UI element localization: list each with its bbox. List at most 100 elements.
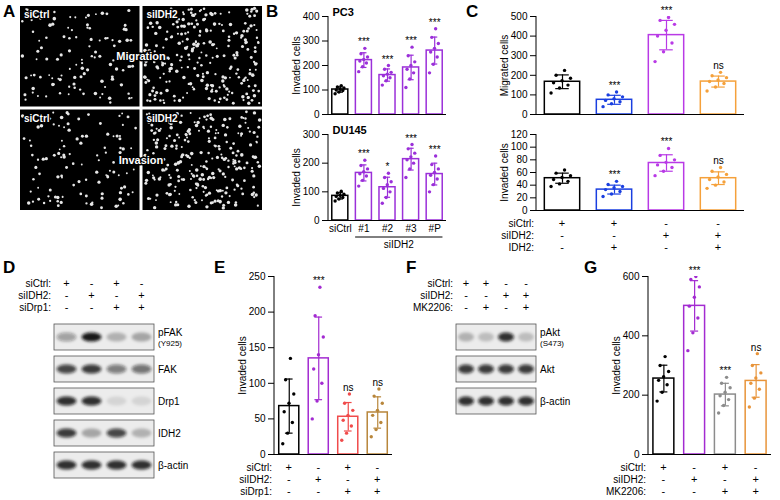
svg-text:50: 50 (254, 413, 266, 424)
svg-text:+: + (286, 461, 292, 473)
svg-text:200: 200 (303, 157, 320, 168)
svg-text:200: 200 (623, 389, 640, 400)
svg-text:Migration: Migration (116, 50, 166, 62)
svg-text:+: + (113, 301, 119, 313)
svg-text:-: - (346, 473, 350, 485)
svg-text:+: + (691, 473, 697, 485)
svg-text:-: - (140, 277, 144, 289)
svg-text:+: + (663, 229, 669, 241)
svg-text:siIDH2: siIDH2 (147, 9, 179, 20)
svg-text:+: + (113, 277, 119, 289)
svg-text:+: + (138, 289, 144, 301)
svg-text:(S473): (S473) (540, 339, 564, 348)
svg-text:Invasion: Invasion (119, 154, 164, 166)
svg-text:***: *** (358, 148, 370, 159)
svg-text:-: - (716, 217, 720, 229)
svg-text:0: 0 (314, 215, 320, 226)
svg-text:***: *** (429, 17, 441, 28)
svg-text:0: 0 (314, 109, 320, 120)
svg-text:***: *** (358, 36, 370, 47)
svg-text:***: *** (405, 35, 417, 46)
svg-text:-: - (692, 485, 696, 497)
svg-text:-: - (664, 217, 668, 229)
svg-text:siCtrl:: siCtrl: (246, 462, 272, 473)
svg-text:(Y925): (Y925) (158, 339, 182, 348)
svg-text:***: *** (609, 80, 621, 91)
svg-text:siCtrl:: siCtrl: (620, 462, 646, 473)
svg-text:***: *** (661, 136, 673, 147)
svg-text:*: * (386, 161, 390, 172)
svg-text:-: - (65, 301, 69, 313)
svg-text:+: + (752, 473, 758, 485)
svg-text:-: - (662, 485, 666, 497)
svg-text:-: - (612, 229, 616, 241)
svg-text:PC3: PC3 (333, 6, 354, 18)
svg-text:200: 200 (303, 60, 320, 71)
svg-text:+: + (345, 461, 351, 473)
svg-text:Invaded cells: Invaded cells (499, 143, 510, 201)
svg-text:MK2206:: MK2206: (606, 486, 646, 497)
svg-text:MK2206:: MK2206: (413, 302, 453, 313)
svg-text:***: *** (405, 133, 417, 144)
svg-text:+: + (559, 217, 565, 229)
svg-text:+: + (715, 241, 721, 253)
svg-text:40: 40 (516, 179, 528, 190)
svg-text:+: + (722, 461, 728, 473)
svg-text:-: - (90, 277, 94, 289)
svg-text:siCtrl:: siCtrl: (25, 278, 51, 289)
svg-text:-: - (692, 461, 696, 473)
svg-text:+: + (523, 301, 529, 313)
svg-text:siIDH2:: siIDH2: (501, 230, 534, 241)
svg-text:+: + (722, 485, 728, 497)
svg-text:FAK: FAK (158, 364, 177, 375)
svg-text:IDH2:: IDH2: (508, 242, 534, 253)
svg-text:***: *** (609, 169, 621, 180)
svg-text:-: - (287, 473, 291, 485)
svg-text:#P: #P (429, 223, 442, 234)
svg-text:+: + (374, 473, 380, 485)
svg-text:DU145: DU145 (333, 124, 367, 136)
svg-text:ns: ns (713, 155, 724, 166)
svg-text:Invaded cells: Invaded cells (237, 336, 248, 394)
svg-text:100: 100 (303, 84, 320, 95)
svg-text:#2: #2 (382, 223, 394, 234)
svg-text:200: 200 (511, 70, 528, 81)
svg-text:+: + (63, 277, 69, 289)
svg-text:#3: #3 (406, 223, 418, 234)
svg-text:0: 0 (634, 449, 640, 460)
svg-text:siCtrl: siCtrl (24, 9, 50, 20)
svg-text:+: + (463, 277, 469, 289)
svg-text:Invaded cells: Invaded cells (291, 148, 302, 206)
svg-text:#1: #1 (358, 223, 370, 234)
svg-text:+: + (503, 289, 509, 301)
svg-text:20: 20 (516, 192, 528, 203)
svg-text:IDH2: IDH2 (158, 428, 181, 439)
svg-text:siIDH2:: siIDH2: (613, 474, 646, 485)
svg-text:+: + (88, 289, 94, 301)
svg-text:-: - (560, 241, 564, 253)
svg-text:0: 0 (260, 449, 266, 460)
svg-text:+: + (483, 277, 489, 289)
svg-text:120: 120 (511, 129, 528, 140)
svg-text:100: 100 (249, 378, 266, 389)
svg-text:+: + (374, 485, 380, 497)
svg-text:80: 80 (516, 154, 528, 165)
svg-text:+: + (315, 473, 321, 485)
svg-text:-: - (375, 461, 379, 473)
svg-text:-: - (664, 241, 668, 253)
svg-text:ns: ns (713, 60, 724, 71)
svg-text:ns: ns (343, 382, 354, 393)
svg-text:Migrated cells: Migrated cells (499, 35, 510, 97)
svg-text:250: 250 (249, 271, 266, 282)
svg-text:pFAK: pFAK (158, 327, 183, 338)
svg-text:ns: ns (751, 342, 762, 353)
svg-text:siCtrl: siCtrl (24, 113, 50, 124)
svg-text:100: 100 (303, 186, 320, 197)
svg-text:0: 0 (522, 109, 528, 120)
svg-text:-: - (662, 473, 666, 485)
svg-text:60: 60 (516, 167, 528, 178)
svg-text:siDrp1:: siDrp1: (240, 486, 272, 497)
svg-text:β-actin: β-actin (540, 396, 570, 407)
svg-text:-: - (316, 485, 320, 497)
svg-text:siIDH2:: siIDH2: (18, 290, 51, 301)
